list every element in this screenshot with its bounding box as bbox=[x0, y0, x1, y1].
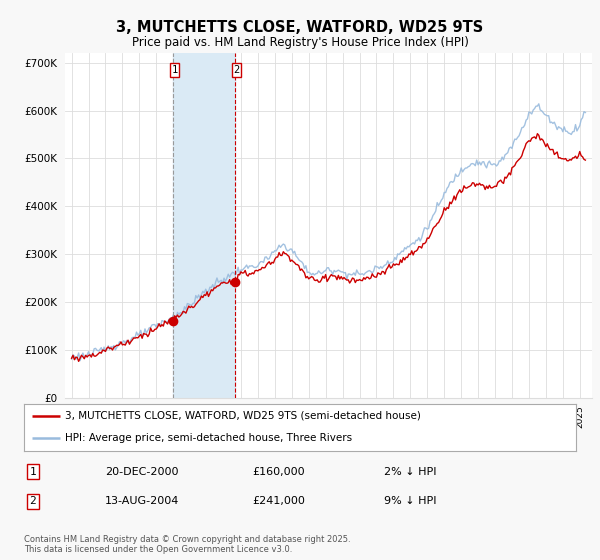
Text: 2: 2 bbox=[233, 65, 239, 75]
Text: Price paid vs. HM Land Registry's House Price Index (HPI): Price paid vs. HM Land Registry's House … bbox=[131, 36, 469, 49]
Text: HPI: Average price, semi-detached house, Three Rivers: HPI: Average price, semi-detached house,… bbox=[65, 433, 353, 443]
Text: 2: 2 bbox=[29, 496, 37, 506]
Text: 20-DEC-2000: 20-DEC-2000 bbox=[105, 466, 179, 477]
Text: 9% ↓ HPI: 9% ↓ HPI bbox=[384, 496, 437, 506]
Text: 1: 1 bbox=[171, 65, 178, 75]
Text: 3, MUTCHETTS CLOSE, WATFORD, WD25 9TS: 3, MUTCHETTS CLOSE, WATFORD, WD25 9TS bbox=[116, 20, 484, 35]
Text: 1: 1 bbox=[29, 466, 37, 477]
Text: 13-AUG-2004: 13-AUG-2004 bbox=[105, 496, 179, 506]
Text: £241,000: £241,000 bbox=[252, 496, 305, 506]
Bar bbox=[173, 53, 235, 398]
Text: 2% ↓ HPI: 2% ↓ HPI bbox=[384, 466, 437, 477]
Text: 3, MUTCHETTS CLOSE, WATFORD, WD25 9TS (semi-detached house): 3, MUTCHETTS CLOSE, WATFORD, WD25 9TS (s… bbox=[65, 411, 421, 421]
Text: Contains HM Land Registry data © Crown copyright and database right 2025.
This d: Contains HM Land Registry data © Crown c… bbox=[24, 535, 350, 554]
Text: £160,000: £160,000 bbox=[252, 466, 305, 477]
